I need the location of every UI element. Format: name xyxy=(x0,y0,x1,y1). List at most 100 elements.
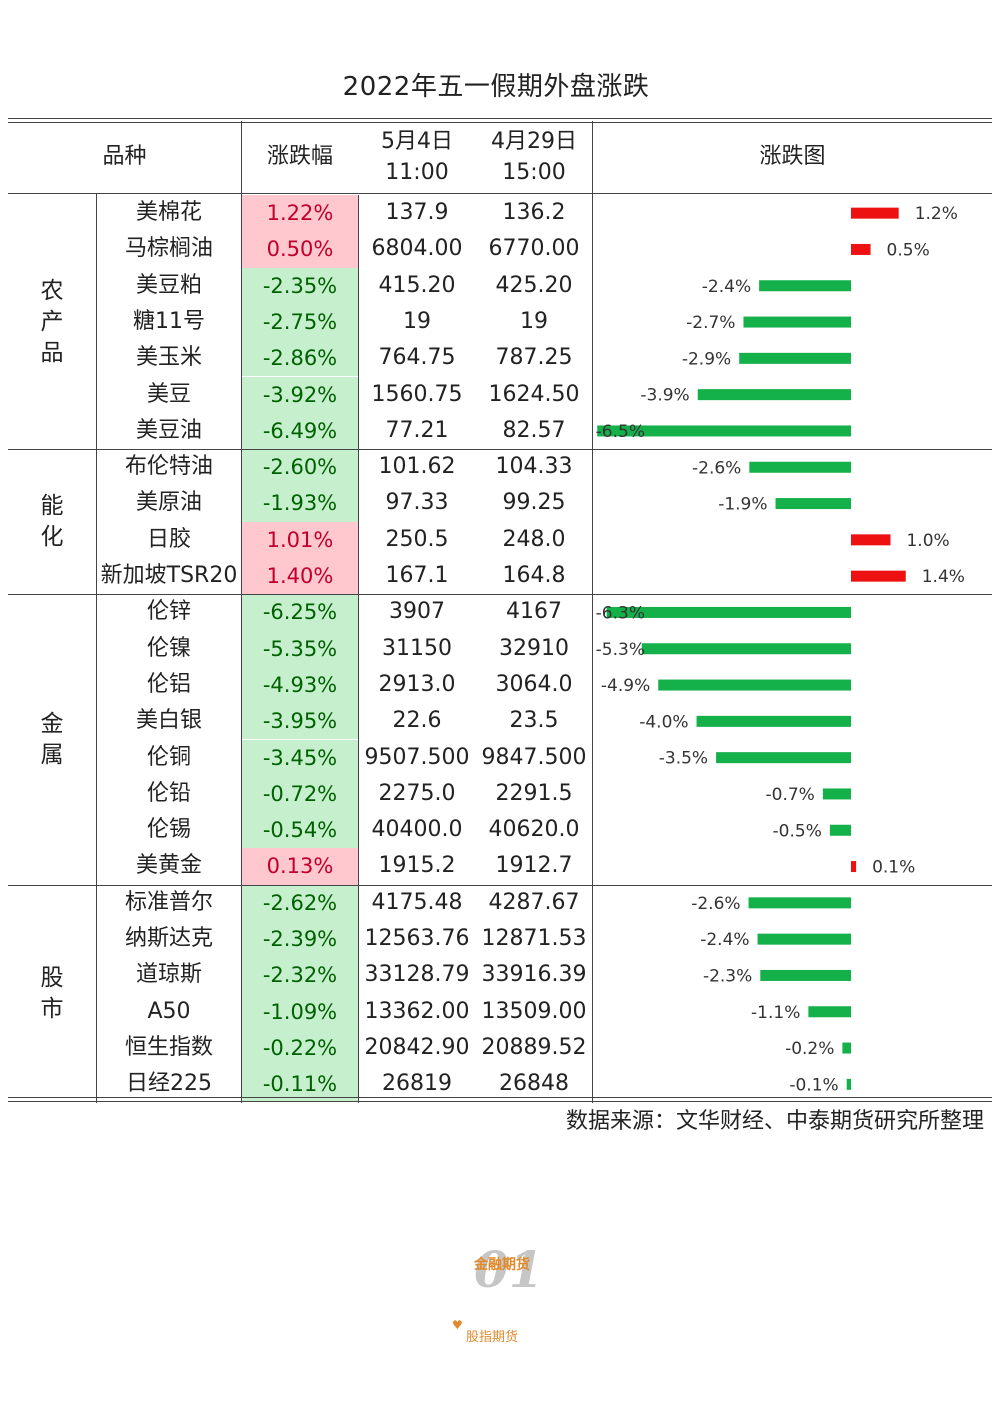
watermark-number: 01 xyxy=(474,1240,544,1299)
category-label: 属 xyxy=(40,741,64,768)
price-may4: 101.62 xyxy=(378,454,456,480)
bar-label: -2.7% xyxy=(686,313,735,333)
bar-新加坡TSR20 xyxy=(851,570,906,582)
watermark-financial-futures: 金融期货 xyxy=(474,1257,530,1273)
price-may4: 97.33 xyxy=(385,490,449,516)
bar-label: 0.1% xyxy=(872,858,915,878)
price-apr29: 3064.0 xyxy=(495,671,573,697)
bar-伦铅 xyxy=(822,788,851,800)
change-pct: 1.40% xyxy=(266,564,334,588)
change-cell-bg xyxy=(242,993,358,1030)
price-may4: 40400.0 xyxy=(371,817,463,843)
bar-美豆 xyxy=(697,389,851,401)
bar-美豆油 xyxy=(597,425,851,437)
bar-label: 1.2% xyxy=(915,204,958,224)
change-cell-bg xyxy=(242,521,358,558)
header-time1: 11:00 xyxy=(385,160,449,185)
bar-label: -2.4% xyxy=(702,277,751,297)
bar-label: -4.0% xyxy=(639,712,688,732)
variety-name: 日经225 xyxy=(126,1071,212,1097)
bar-label: 1.0% xyxy=(906,531,949,551)
variety-name: 伦锌 xyxy=(146,599,191,625)
table-top-border xyxy=(8,118,992,123)
bar-马棕榈油 xyxy=(851,243,871,255)
change-pct: -3.95% xyxy=(262,709,338,734)
header-change: 涨跌幅 xyxy=(266,144,333,169)
variety-name: A50 xyxy=(147,998,191,1024)
change-cell-bg xyxy=(242,412,358,450)
price-apr29: 33916.39 xyxy=(481,962,587,988)
change-cell-bg xyxy=(242,957,358,994)
change-cell-bg xyxy=(242,1066,358,1103)
bar-label: -3.9% xyxy=(640,386,689,406)
price-apr29: 9847.500 xyxy=(481,744,587,770)
change-cell-bg xyxy=(242,449,358,486)
price-may4: 3907 xyxy=(389,599,445,625)
price-apr29: 104.33 xyxy=(495,454,573,480)
price-may4: 4175.48 xyxy=(371,889,463,915)
bar-伦锡 xyxy=(829,824,851,836)
variety-name: 美白银 xyxy=(135,708,202,734)
price-apr29: 26848 xyxy=(499,1071,569,1097)
category-label: 产 xyxy=(40,308,64,335)
change-pct: -0.22% xyxy=(262,1035,338,1060)
price-apr29: 32910 xyxy=(499,635,569,661)
change-bar-chart: 1.2% 0.5% -2.4% -2.7% -2.9% -3.9% -6.5% -2.6% -1… xyxy=(596,204,965,1095)
variety-name: 伦铅 xyxy=(146,780,191,806)
price-apr29: 19 xyxy=(520,308,548,334)
change-pct: 0.13% xyxy=(266,854,334,879)
bar-道琼斯 xyxy=(760,969,851,981)
bar-布伦特油 xyxy=(749,461,851,473)
change-pct: -2.60% xyxy=(262,455,338,480)
change-pct: 1.22% xyxy=(266,201,334,225)
price-may4: 33128.79 xyxy=(364,962,470,988)
header-variety: 品种 xyxy=(102,144,147,169)
bar-A50 xyxy=(808,1006,851,1018)
watermark-index-futures: 股指期货 xyxy=(466,1330,519,1345)
bar-label: -1.1% xyxy=(751,1003,800,1023)
price-apr29: 13509.00 xyxy=(481,998,587,1024)
change-cell-bg xyxy=(242,303,358,341)
change-pct: -2.75% xyxy=(262,309,338,334)
bar-label: -0.5% xyxy=(773,821,822,841)
variety-name: 伦铝 xyxy=(146,671,191,697)
change-cell-bg xyxy=(242,594,358,631)
variety-name: 布伦特油 xyxy=(124,454,213,480)
header-time2: 15:00 xyxy=(502,160,566,185)
data-source-note: 数据来源：文华财经、中泰期货研究所整理 xyxy=(565,1109,984,1134)
category-label: 金 xyxy=(40,710,64,737)
price-may4: 250.5 xyxy=(385,526,449,552)
change-pct: -5.35% xyxy=(262,636,338,661)
bar-纳斯达克 xyxy=(757,933,851,945)
change-pct: -6.49% xyxy=(262,418,338,443)
bar-label: 1.4% xyxy=(922,567,965,587)
price-may4: 77.21 xyxy=(385,417,449,443)
bar-伦铝 xyxy=(658,679,851,691)
price-may4: 13362.00 xyxy=(364,998,470,1024)
bar-标准普尔 xyxy=(748,897,851,909)
bar-label: -2.6% xyxy=(691,894,740,914)
price-apr29: 2291.5 xyxy=(495,780,573,806)
price-may4: 20842.90 xyxy=(364,1034,470,1060)
bar-label: -3.5% xyxy=(659,749,708,769)
change-pct: -6.25% xyxy=(262,600,338,625)
variety-name: 马棕榈油 xyxy=(124,236,213,262)
change-cell-bg xyxy=(242,231,358,268)
bar-label: 0.5% xyxy=(887,240,930,260)
page-title: 2022年五一假期外盘涨跌 xyxy=(342,72,650,102)
category-label: 市 xyxy=(40,995,64,1022)
change-pct: -0.72% xyxy=(262,781,338,806)
price-may4: 415.20 xyxy=(378,272,456,298)
bar-美豆粕 xyxy=(759,280,851,292)
bar-伦铜 xyxy=(716,752,851,764)
bar-label: -6.3% xyxy=(596,603,645,623)
bar-label: -2.6% xyxy=(692,458,741,478)
variety-name: 美玉米 xyxy=(135,345,202,371)
bar-美黄金 xyxy=(851,861,857,873)
heart-icon: ♥ xyxy=(452,1318,463,1332)
variety-name: 伦铜 xyxy=(146,744,191,770)
variety-name: 美豆 xyxy=(146,381,191,407)
change-pct: -2.62% xyxy=(262,890,338,915)
price-may4: 2275.0 xyxy=(378,780,456,806)
change-cell-bg xyxy=(242,1029,358,1067)
